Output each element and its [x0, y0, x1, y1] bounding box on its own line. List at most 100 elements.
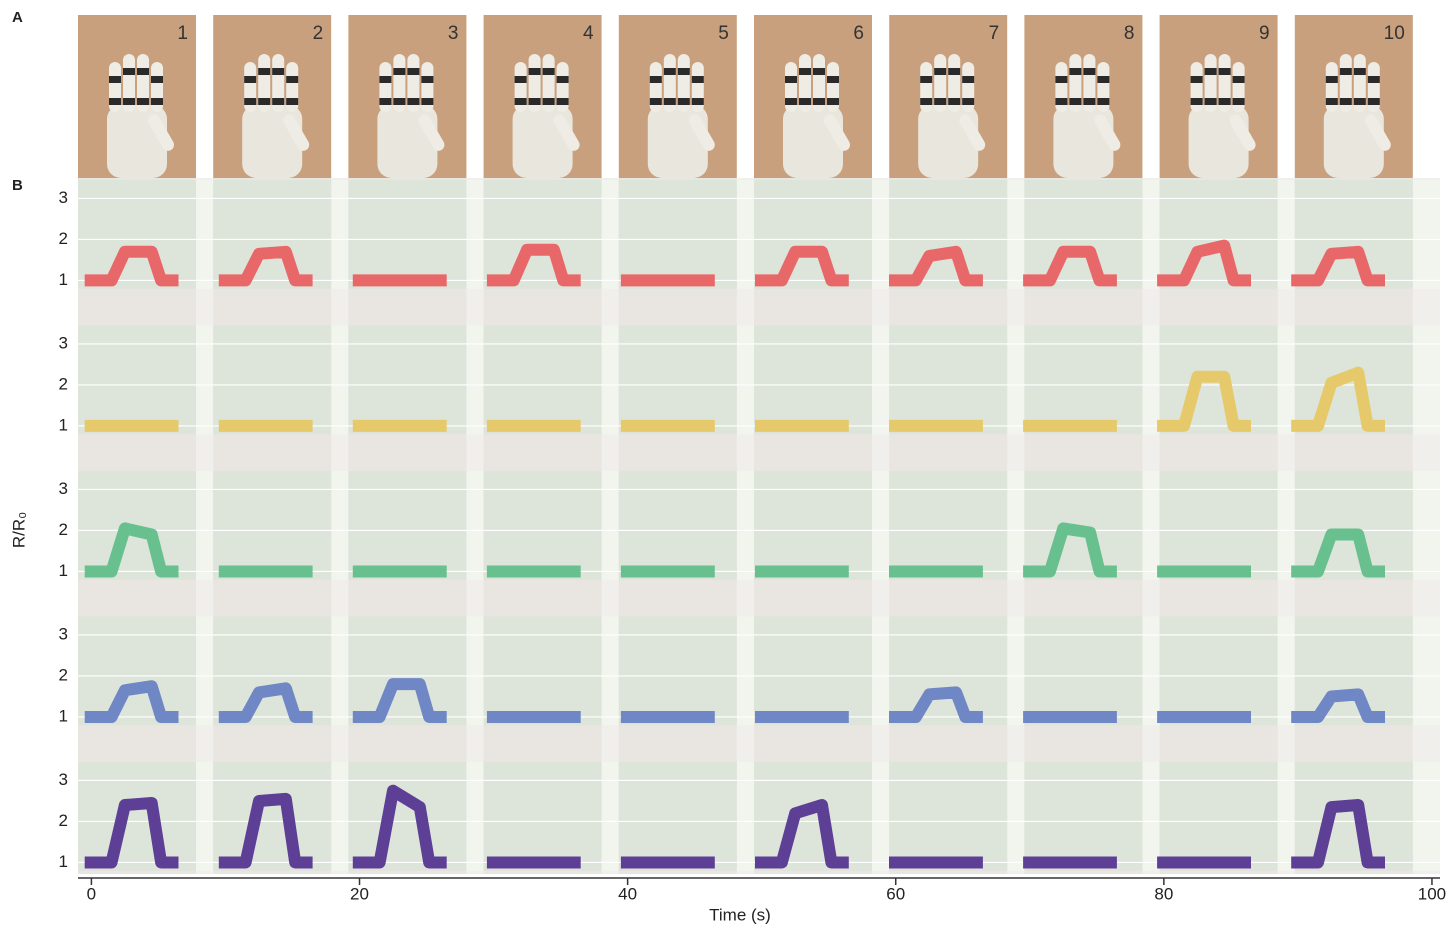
column-band [213, 471, 331, 580]
column-band [213, 762, 331, 871]
finger-band [1326, 98, 1338, 105]
gesture-photo: 6 [754, 15, 872, 178]
column-band [619, 326, 737, 435]
finger-band [1368, 76, 1380, 83]
finger-band [272, 68, 284, 75]
finger-band [244, 98, 256, 105]
finger-band [664, 98, 676, 105]
finger-band [379, 76, 391, 83]
column-band [1024, 326, 1142, 435]
finger-band [1097, 98, 1109, 105]
y-axis-title: R/R₀ [9, 512, 28, 548]
column-band [619, 762, 737, 871]
column-band [78, 180, 196, 289]
figure: A B Time (s) R/R₀ 1234567891012312312312… [0, 0, 1447, 928]
finger-band [515, 76, 527, 83]
gesture-label: 9 [1259, 23, 1270, 44]
finger-band [421, 98, 433, 105]
finger-band [948, 68, 960, 75]
finger-band [109, 98, 121, 105]
y-tick-label: 2 [59, 229, 68, 248]
gesture-photo: 8 [1024, 15, 1142, 178]
finger-band [515, 98, 527, 105]
column-band [754, 762, 872, 871]
finger-band [244, 76, 256, 83]
finger-band [151, 98, 163, 105]
column-band [484, 762, 602, 871]
finger-band [1055, 98, 1067, 105]
y-tick-label: 1 [59, 561, 68, 580]
finger-band [529, 98, 541, 105]
gesture-label: 1 [177, 23, 188, 44]
finger-band [393, 68, 405, 75]
x-tick-label: 80 [1154, 884, 1173, 903]
finger-band [827, 76, 839, 83]
glove-palm [1053, 105, 1113, 178]
finger-band [393, 98, 405, 105]
column-band [1295, 762, 1413, 871]
glove-palm [242, 105, 302, 178]
column-band [348, 471, 466, 580]
column-band [889, 762, 1007, 871]
finger-band [123, 98, 135, 105]
column-band [484, 617, 602, 726]
finger-band [650, 76, 662, 83]
finger-band [678, 98, 690, 105]
glove-palm [648, 105, 708, 178]
finger-band [664, 68, 676, 75]
finger-band [827, 98, 839, 105]
y-tick-label: 3 [59, 479, 68, 498]
y-tick-label: 3 [59, 333, 68, 352]
glove-palm [513, 105, 573, 178]
finger-band [1083, 68, 1095, 75]
x-tick-label: 20 [350, 884, 369, 903]
gesture-photo: 10 [1295, 15, 1413, 178]
column-band [1160, 762, 1278, 871]
column-band [484, 180, 602, 289]
gesture-label: 8 [1124, 23, 1135, 44]
glove-palm [1189, 105, 1249, 178]
y-tick-label: 1 [59, 270, 68, 289]
finger-band [785, 98, 797, 105]
y-tick-label: 3 [59, 624, 68, 643]
finger-band [123, 68, 135, 75]
x-tick-label: 0 [87, 884, 96, 903]
column-band [754, 471, 872, 580]
column-band [348, 617, 466, 726]
gesture-label: 7 [989, 23, 1000, 44]
finger-band [379, 98, 391, 105]
y-tick-label: 2 [59, 520, 68, 539]
column-band [213, 326, 331, 435]
finger-band [1233, 76, 1245, 83]
gesture-label: 10 [1384, 23, 1405, 44]
finger-band [692, 76, 704, 83]
finger-band [1205, 98, 1217, 105]
finger-band [543, 68, 555, 75]
gesture-label: 3 [448, 23, 459, 44]
finger-band [1368, 98, 1380, 105]
gesture-photo: 7 [889, 15, 1007, 178]
gesture-label: 6 [853, 23, 864, 44]
finger-band [137, 98, 149, 105]
finger-band [258, 68, 270, 75]
finger-band [109, 76, 121, 83]
column-band [619, 471, 737, 580]
glove-palm [107, 105, 167, 178]
gesture-photo: 5 [619, 15, 737, 178]
column-band [213, 180, 331, 289]
finger-band [785, 76, 797, 83]
glove-palm [918, 105, 978, 178]
finger-band [407, 98, 419, 105]
y-tick-label: 2 [59, 665, 68, 684]
finger-band [286, 98, 298, 105]
finger-band [1354, 68, 1366, 75]
finger-band [934, 98, 946, 105]
finger-band [286, 76, 298, 83]
column-band [1160, 617, 1278, 726]
finger-band [1191, 98, 1203, 105]
finger-band [1097, 76, 1109, 83]
column-band [1024, 180, 1142, 289]
column-band [889, 326, 1007, 435]
gesture-photo: 1 [78, 15, 196, 178]
gesture-label: 2 [313, 23, 324, 44]
